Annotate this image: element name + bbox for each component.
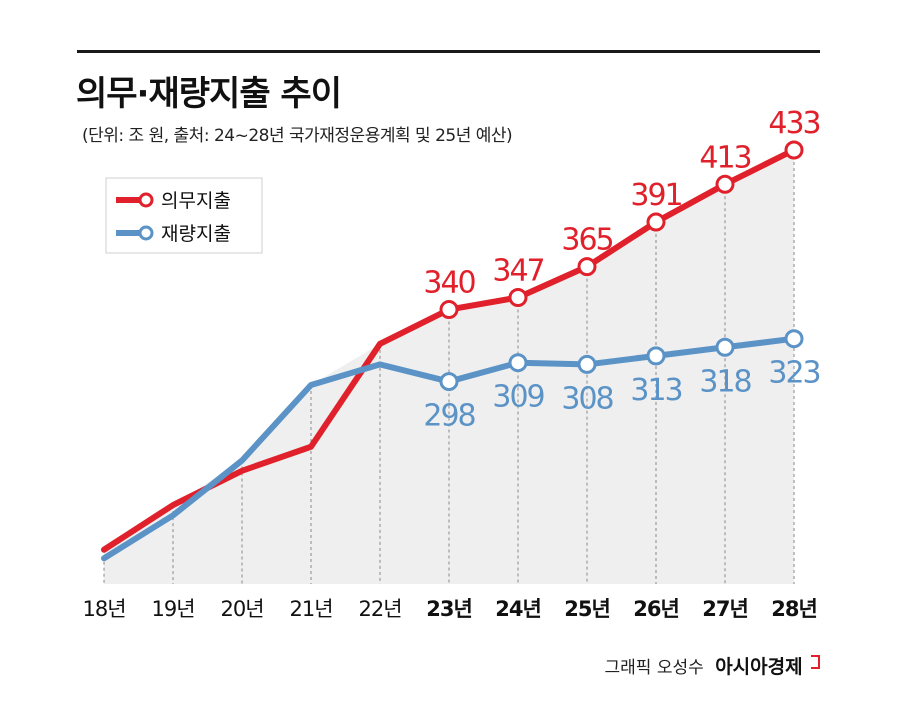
x-tick-label: 22년 bbox=[358, 597, 401, 621]
data-label: 308 bbox=[561, 381, 613, 416]
x-tick-label: 23년 bbox=[426, 597, 472, 621]
data-label: 413 bbox=[699, 140, 750, 175]
legend-label-mandatory: 의무지출 bbox=[161, 190, 231, 212]
data-point bbox=[577, 354, 597, 374]
top-rule bbox=[77, 50, 820, 53]
shaded-area bbox=[104, 150, 794, 584]
data-label: 298 bbox=[423, 399, 475, 434]
legend: 의무지출 재량지출 bbox=[105, 177, 263, 254]
data-label: 309 bbox=[492, 380, 543, 415]
legend-marker-discretionary bbox=[138, 225, 154, 241]
x-tick-label: 20년 bbox=[220, 597, 263, 621]
data-point bbox=[508, 353, 528, 373]
area-fill bbox=[104, 150, 794, 584]
data-label: 323 bbox=[768, 356, 819, 391]
data-label: 340 bbox=[423, 266, 475, 301]
data-label: 347 bbox=[492, 254, 543, 289]
data-point bbox=[646, 346, 666, 366]
x-tick-label: 28년 bbox=[771, 597, 817, 621]
data-point bbox=[715, 174, 735, 194]
credit-label: 그래픽 오성수 bbox=[604, 658, 704, 678]
legend-marker-mandatory bbox=[138, 192, 154, 208]
chart-subtitle: (단위: 조 원, 출처: 24~28년 국가재정운용계획 및 25년 예산) bbox=[82, 126, 513, 146]
data-point bbox=[439, 372, 459, 392]
data-label: 365 bbox=[561, 223, 612, 258]
x-axis: 18년 19년 20년 21년 22년 23년 24년 25년 26년 27년 28년 bbox=[82, 597, 817, 621]
x-tick-label: 19년 bbox=[151, 597, 194, 621]
data-point bbox=[439, 300, 459, 320]
brand-name: 아시아경제 bbox=[715, 656, 803, 678]
x-tick-label: 25년 bbox=[564, 597, 610, 621]
data-label: 313 bbox=[630, 373, 681, 408]
x-tick-label: 24년 bbox=[495, 597, 541, 621]
data-point bbox=[646, 212, 666, 232]
data-point bbox=[577, 257, 597, 277]
data-point bbox=[715, 337, 735, 357]
gridlines bbox=[103, 150, 795, 584]
series-layer bbox=[101, 140, 804, 562]
brand-mark-icon bbox=[811, 655, 820, 669]
x-tick-label: 26년 bbox=[633, 597, 679, 621]
data-label: 318 bbox=[699, 364, 751, 399]
legend-box bbox=[105, 177, 263, 254]
chart-title: 의무·재량지출 추이 bbox=[76, 74, 342, 114]
series-discretionary bbox=[101, 329, 804, 562]
x-tick-label: 21년 bbox=[289, 597, 332, 621]
data-labels: 340 347 365 391 413 433 298 309 308 313 318 323 bbox=[423, 106, 821, 434]
legend-label-discretionary: 재량지출 bbox=[161, 223, 231, 245]
data-point bbox=[784, 140, 804, 160]
data-label: 433 bbox=[768, 106, 819, 141]
x-tick-label: 27년 bbox=[702, 597, 748, 621]
x-tick-label: 18년 bbox=[82, 597, 125, 621]
data-point bbox=[784, 329, 804, 349]
data-point bbox=[508, 288, 528, 308]
credit: 그래픽 오성수 아시아경제 bbox=[605, 652, 820, 679]
data-label: 391 bbox=[630, 178, 681, 213]
